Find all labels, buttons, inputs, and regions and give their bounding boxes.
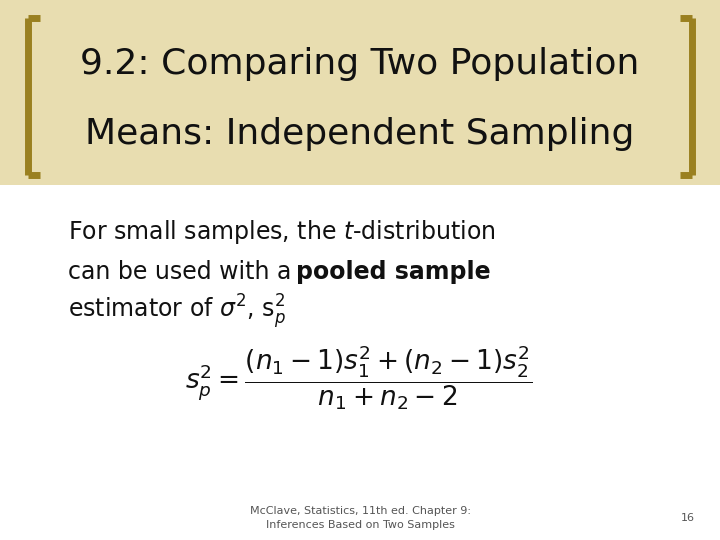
Text: 9.2: Comparing Two Population: 9.2: Comparing Two Population xyxy=(81,47,639,81)
Text: 16: 16 xyxy=(681,513,695,523)
Text: For small samples, the $t$-distribution: For small samples, the $t$-distribution xyxy=(68,218,495,246)
Text: estimator of $\sigma^2$, $\mathsf{s}_p^2$: estimator of $\sigma^2$, $\mathsf{s}_p^2… xyxy=(68,293,286,332)
Text: Means: Independent Sampling: Means: Independent Sampling xyxy=(85,117,635,151)
Text: pooled sample: pooled sample xyxy=(296,260,490,284)
Text: can be used with a: can be used with a xyxy=(68,260,299,284)
Bar xyxy=(0,0,720,185)
Text: McClave, Statistics, 11th ed. Chapter 9:
Inferences Based on Two Samples: McClave, Statistics, 11th ed. Chapter 9:… xyxy=(250,507,470,530)
Text: $s_p^2 = \dfrac{(n_1-1)s_1^2+(n_2-1)s_2^2}{n_1+n_2-2}$: $s_p^2 = \dfrac{(n_1-1)s_1^2+(n_2-1)s_2^… xyxy=(185,343,532,413)
